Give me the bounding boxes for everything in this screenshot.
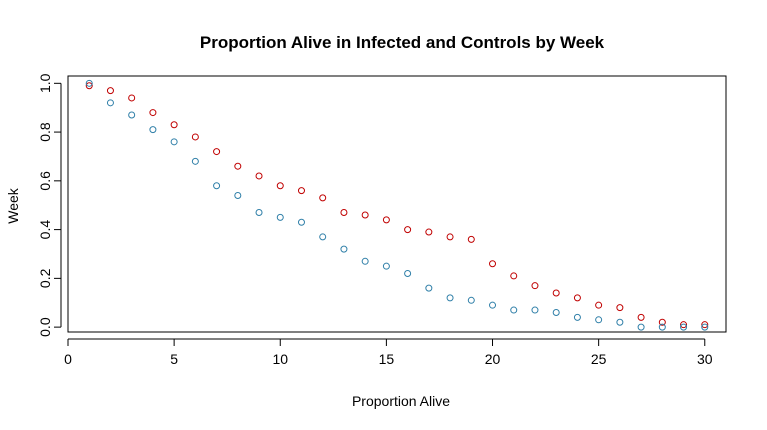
data-point-series-2 <box>191 157 199 165</box>
data-point-series-2 <box>361 257 369 265</box>
data-point-series-1 <box>319 194 327 202</box>
data-point-series-2 <box>616 318 624 326</box>
data-point-series-2 <box>213 182 221 190</box>
data-point-series-1 <box>552 289 560 297</box>
data-point-series-2 <box>425 284 433 292</box>
data-point-series-2 <box>234 191 242 199</box>
data-point-series-2 <box>106 99 114 107</box>
data-point-series-1 <box>255 172 263 180</box>
data-point-series-1 <box>680 321 688 329</box>
y-tick-label: 0.6 <box>37 171 53 191</box>
x-tick-label: 30 <box>697 351 713 367</box>
data-point-series-2 <box>531 306 539 314</box>
data-point-series-1 <box>531 282 539 290</box>
data-point-series-2 <box>637 323 645 331</box>
x-axis-label: Proportion Alive <box>352 393 450 409</box>
data-point-series-2 <box>170 138 178 146</box>
data-point-series-1 <box>340 209 348 217</box>
x-tick-label: 25 <box>591 351 607 367</box>
x-tick-label: 5 <box>170 351 178 367</box>
x-axis: 0 5 10 15 20 25 30 <box>64 338 713 367</box>
chart-title: Proportion Alive in Infected and Control… <box>200 33 605 52</box>
data-point-series-1 <box>489 260 497 268</box>
data-point-series-1 <box>85 82 93 90</box>
data-point-series-1 <box>149 109 157 117</box>
data-point-series-1 <box>446 233 454 241</box>
data-point-series-2 <box>552 308 560 316</box>
data-point-series-1 <box>425 228 433 236</box>
data-point-series-2 <box>595 316 603 324</box>
data-point-series-1 <box>595 301 603 309</box>
data-point-series-2 <box>149 126 157 134</box>
data-point-series-2 <box>510 306 518 314</box>
x-tick-label: 20 <box>485 351 501 367</box>
data-points <box>85 79 709 331</box>
data-point-series-2 <box>467 296 475 304</box>
data-point-series-1 <box>616 304 624 312</box>
data-point-series-2 <box>658 323 666 331</box>
y-axis-label: Week <box>5 187 21 224</box>
data-point-series-1 <box>191 133 199 141</box>
y-tick-label: 0.0 <box>37 317 53 337</box>
data-point-series-1 <box>106 87 114 95</box>
data-point-series-1 <box>297 187 305 195</box>
plot-frame <box>67 75 727 333</box>
data-point-series-2 <box>489 301 497 309</box>
data-point-series-2 <box>276 213 284 221</box>
data-point-series-2 <box>404 269 412 277</box>
data-point-series-1 <box>510 272 518 280</box>
data-point-series-1 <box>361 211 369 219</box>
y-tick-label: 0.8 <box>37 122 53 142</box>
data-point-series-1 <box>658 318 666 326</box>
y-tick-label: 0.4 <box>37 220 53 240</box>
data-point-series-1 <box>234 162 242 170</box>
data-point-series-2 <box>85 79 93 87</box>
data-point-series-2 <box>128 111 136 119</box>
data-point-series-1 <box>467 235 475 243</box>
data-point-series-2 <box>573 313 581 321</box>
data-point-series-1 <box>213 148 221 156</box>
y-tick-label: 1.0 <box>37 73 53 93</box>
x-tick-label: 10 <box>272 351 288 367</box>
data-point-series-2 <box>382 262 390 270</box>
data-point-series-2 <box>446 294 454 302</box>
data-point-series-2 <box>255 209 263 217</box>
data-point-series-2 <box>701 323 709 331</box>
x-tick-label: 0 <box>64 351 72 367</box>
data-point-series-1 <box>404 226 412 234</box>
data-point-series-1 <box>128 94 136 102</box>
data-point-series-1 <box>573 294 581 302</box>
data-point-series-1 <box>637 313 645 321</box>
data-point-series-1 <box>701 321 709 329</box>
data-point-series-1 <box>382 216 390 224</box>
data-point-series-1 <box>170 121 178 129</box>
x-tick-label: 15 <box>379 351 395 367</box>
data-point-series-2 <box>297 218 305 226</box>
data-point-series-2 <box>340 245 348 253</box>
y-axis: 0.0 0.2 0.4 0.6 0.8 1.0 <box>37 73 62 337</box>
y-tick-label: 0.2 <box>37 268 53 288</box>
data-point-series-2 <box>319 233 327 241</box>
data-point-series-1 <box>276 182 284 190</box>
data-point-series-2 <box>680 323 688 331</box>
